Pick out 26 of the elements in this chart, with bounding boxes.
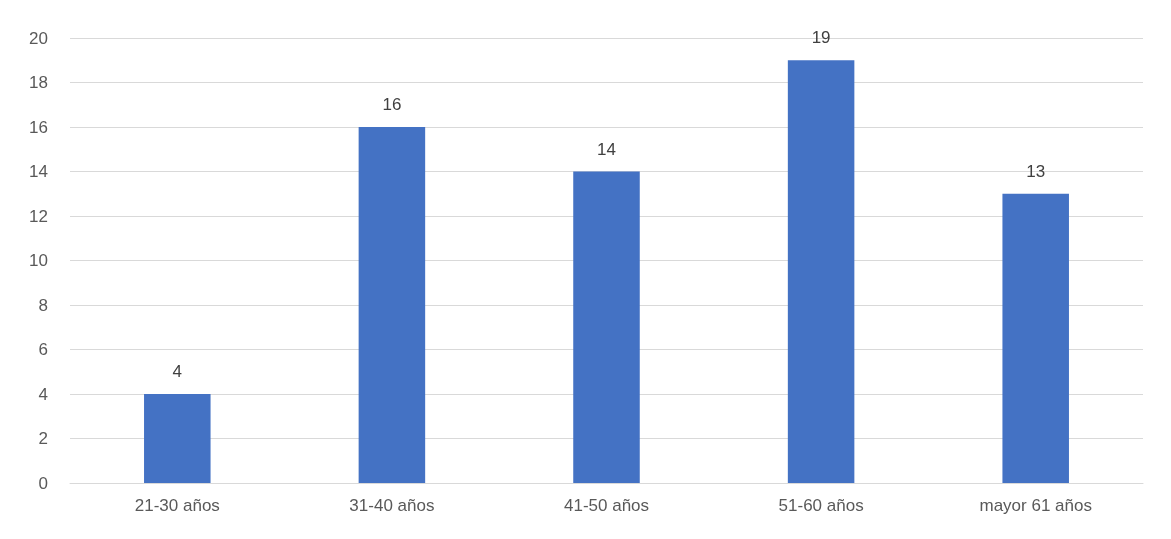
y-tick-label: 20 [29, 28, 48, 48]
bar [787, 60, 855, 483]
y-tick-label: 10 [29, 251, 48, 270]
x-tick-label: mayor 61 años [979, 496, 1092, 515]
bar [573, 171, 640, 483]
x-tick-label: 31-40 años [349, 496, 435, 515]
y-tick-label: 14 [29, 162, 48, 181]
data-label: 16 [382, 95, 402, 114]
y-tick-label: 8 [38, 295, 48, 315]
data-label: 14 [597, 139, 616, 159]
y-tick-label: 18 [29, 73, 48, 92]
x-tick-label: 41-50 años [563, 496, 650, 515]
data-label: 13 [1026, 161, 1046, 181]
x-tick-label: 51-60 años [778, 496, 864, 515]
x-tick-label: 21-30 años [134, 496, 220, 515]
data-label: 19 [811, 28, 831, 48]
y-tick-label: 12 [29, 206, 48, 226]
y-tick-label: 2 [38, 429, 48, 448]
data-label: 4 [172, 362, 183, 381]
bar [358, 127, 426, 483]
bar [144, 394, 211, 483]
y-tick-label: 16 [29, 117, 48, 137]
y-tick-label: 6 [38, 340, 48, 359]
bar [1002, 193, 1069, 483]
y-tick-label: 0 [38, 473, 48, 493]
y-tick-label: 4 [38, 384, 48, 404]
